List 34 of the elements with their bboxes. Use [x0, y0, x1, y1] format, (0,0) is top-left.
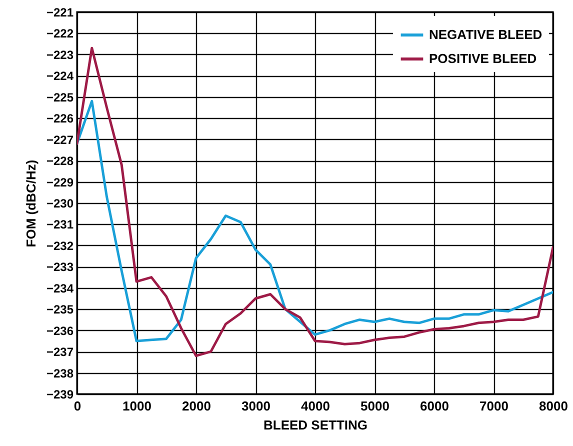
line-series — [77, 100, 553, 342]
x-tick-label: 8000 — [539, 398, 568, 414]
y-tick-label: −227 — [46, 132, 74, 147]
y-tick-label: −236 — [46, 324, 74, 338]
y-tick-label: −224 — [46, 69, 74, 84]
y-tick-label: −222 — [46, 26, 74, 41]
x-axis-title: BLEED SETTING — [263, 418, 368, 432]
y-tick-label: −230 — [46, 196, 74, 210]
y-tick-label: −237 — [46, 345, 74, 360]
y-tick-label: −226 — [46, 112, 74, 126]
x-tick-label: 4000 — [301, 398, 330, 414]
y-tick-label: −232 — [46, 238, 74, 253]
y-tick-label: −235 — [46, 302, 74, 317]
x-tick-label: 1000 — [122, 398, 152, 414]
x-tick-label: 2000 — [182, 398, 211, 414]
y-tick-label: −234 — [46, 281, 74, 296]
line-series — [77, 46, 553, 358]
y-tick-label: −229 — [46, 175, 74, 190]
legend-label: POSITIVE BLEED — [429, 51, 537, 66]
x-tick-label: 6000 — [420, 398, 449, 414]
y-tick-label: −225 — [46, 90, 74, 104]
y-tick-label: −221 — [46, 6, 74, 20]
x-tick-label: 0 — [74, 398, 82, 414]
legend-label: NEGATIVE BLEED — [429, 27, 542, 42]
y-tick-label: −228 — [46, 154, 74, 168]
x-tick-label: 3000 — [242, 398, 270, 414]
y-tick-label: −233 — [46, 260, 74, 274]
y-tick-label: −239 — [46, 388, 74, 402]
x-tick-label: 5000 — [360, 398, 390, 414]
y-tick-label: −223 — [46, 48, 74, 62]
y-tick-label: −238 — [46, 366, 74, 380]
x-tick-label: 7000 — [480, 398, 508, 414]
y-axis-title: FOM (dBC/Hz) — [23, 160, 38, 248]
y-tick-label: −231 — [46, 218, 74, 232]
